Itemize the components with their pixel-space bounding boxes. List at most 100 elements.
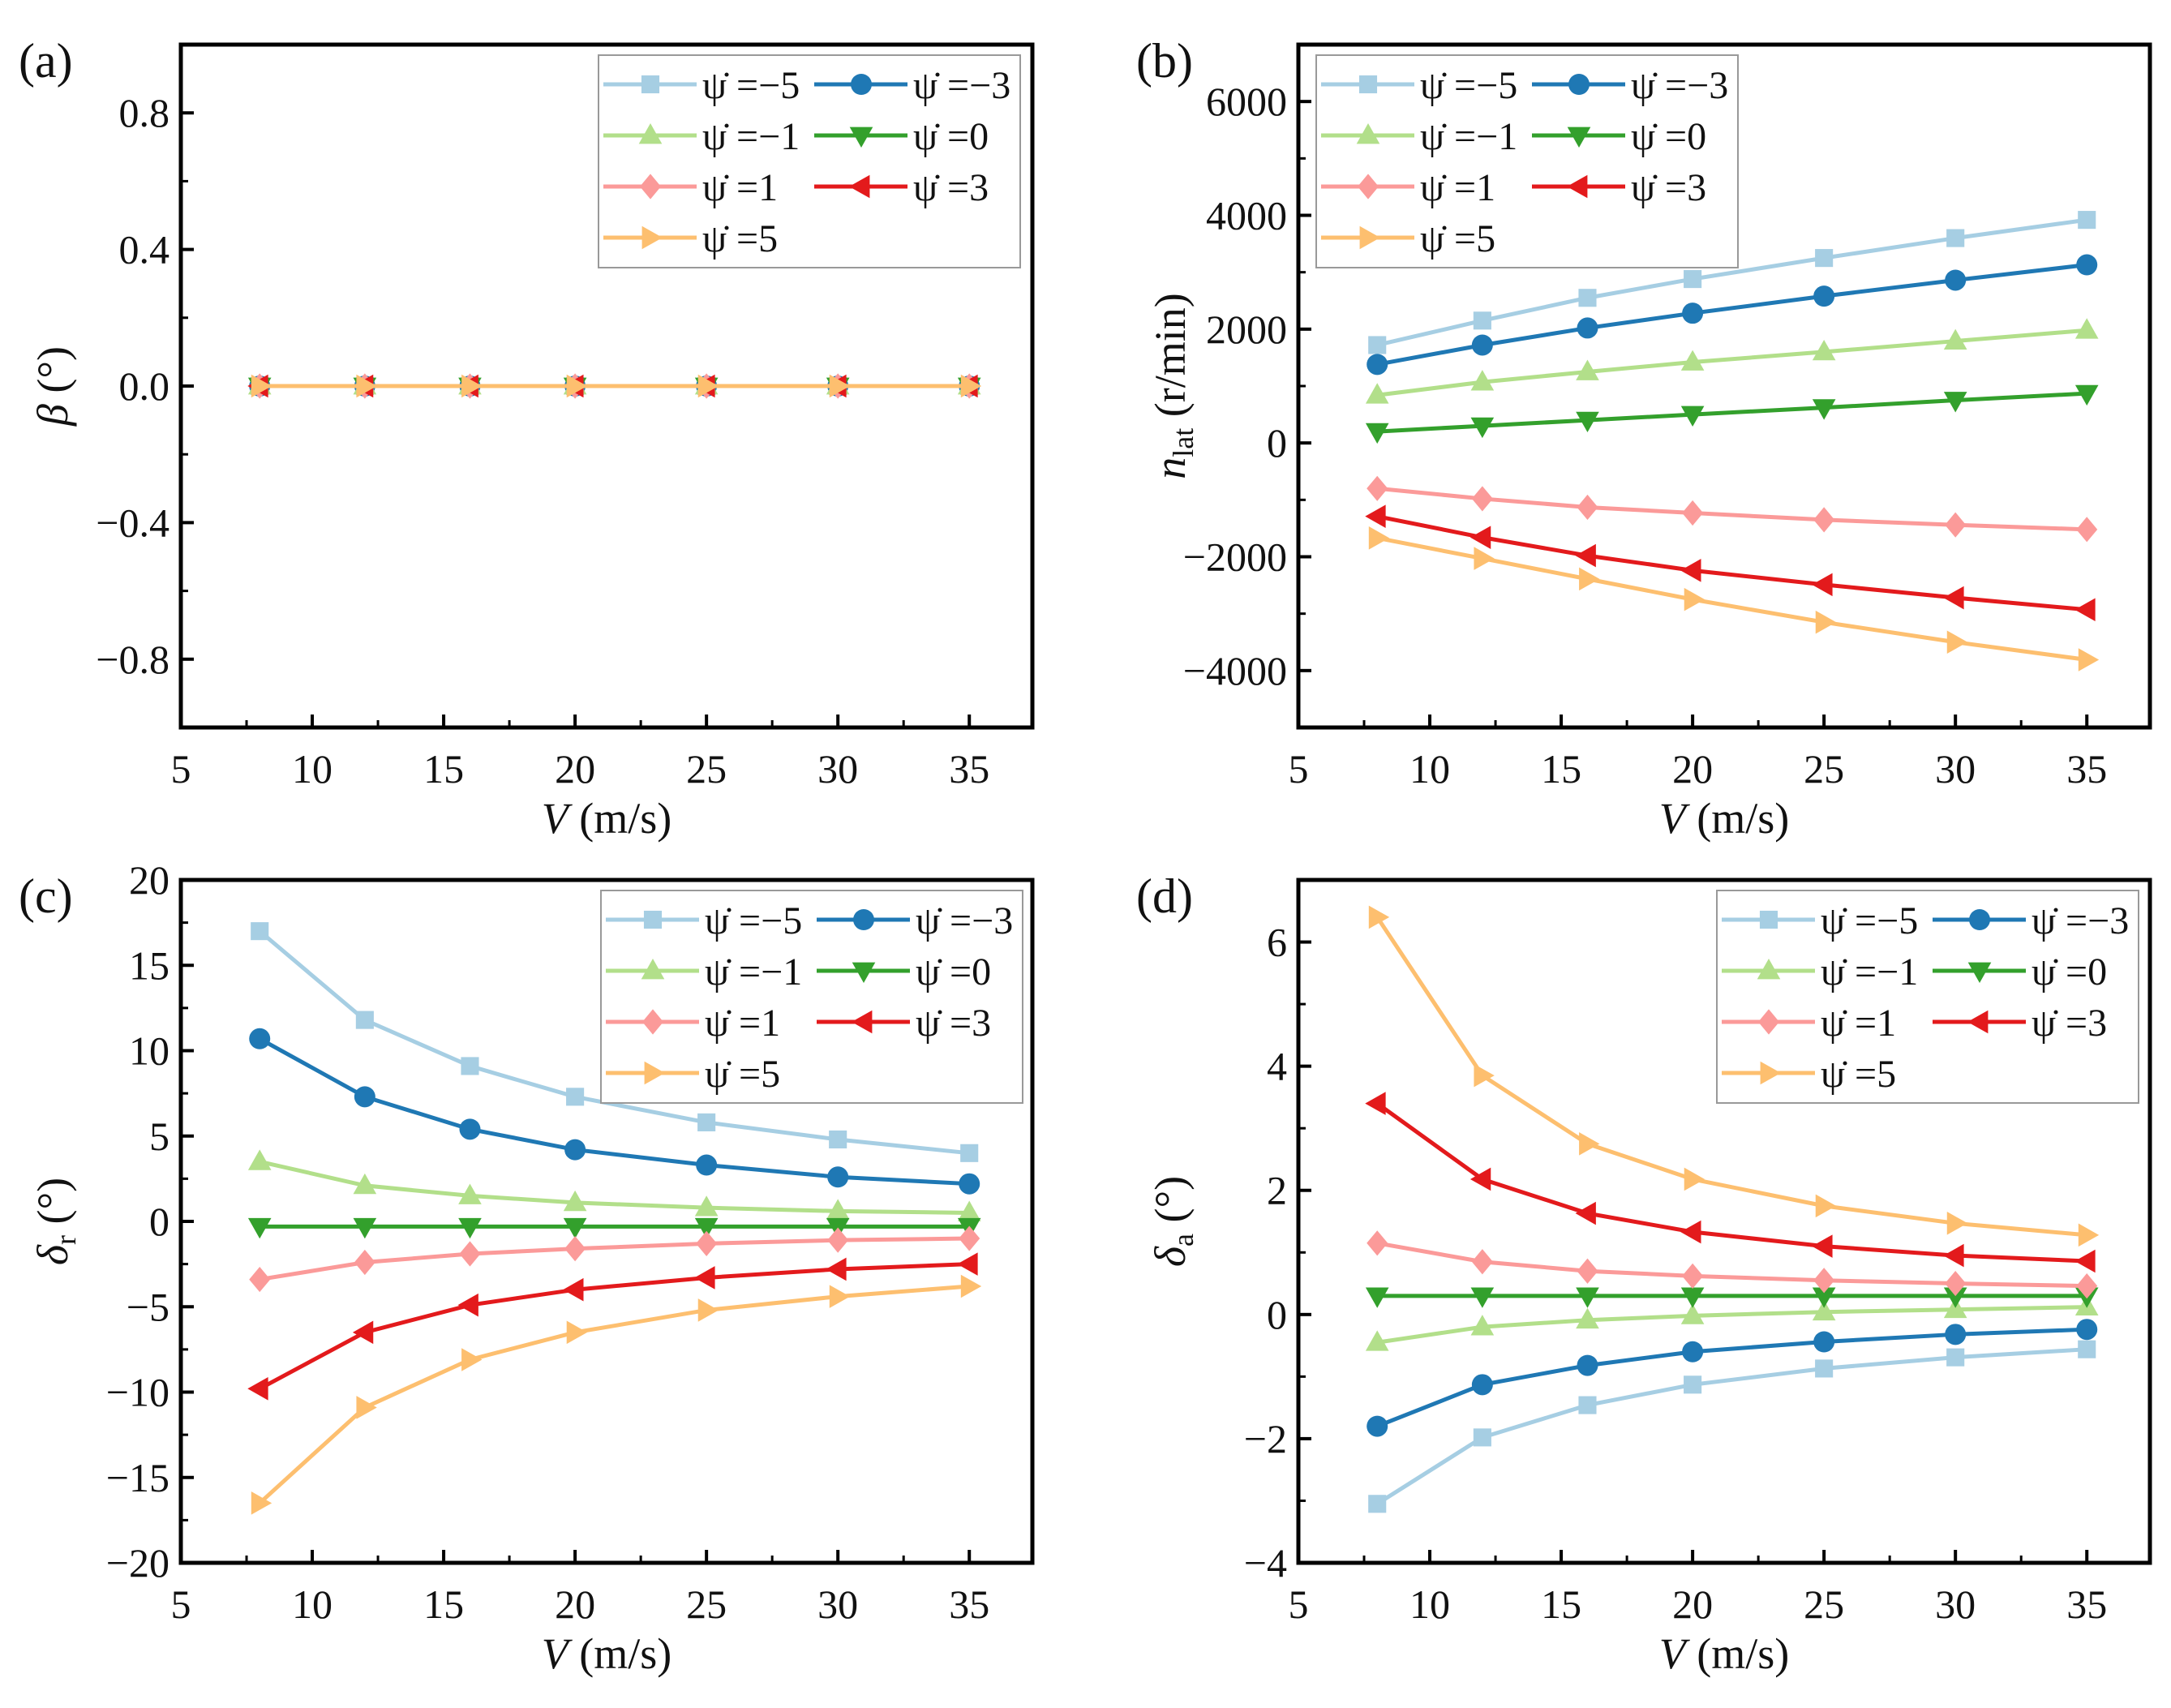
series-4	[1367, 475, 2098, 543]
x-tick-label: 35	[2066, 1581, 2107, 1627]
data-point	[1470, 1167, 1491, 1191]
series-6	[251, 374, 982, 398]
series-6	[1368, 526, 2100, 672]
y-tick-label: 4	[1267, 1044, 1287, 1089]
data-point	[251, 1491, 272, 1515]
legend-marker	[1969, 909, 1990, 930]
legend-marker	[1358, 75, 1378, 94]
legend-label: ψ̇ =5	[705, 1053, 780, 1096]
x-axis-unit: (m/s)	[1686, 794, 1790, 843]
data-point	[2074, 318, 2099, 339]
data-point	[1368, 526, 1390, 550]
x-tick-label: 25	[1804, 746, 1844, 792]
x-tick-label: 20	[1672, 1581, 1713, 1627]
data-point	[1367, 1415, 1388, 1437]
data-point	[563, 1217, 587, 1239]
data-point	[1946, 630, 1968, 654]
y-axis-label: nlat (r/min)	[1146, 293, 1199, 478]
series-6	[1368, 905, 2100, 1247]
data-point	[1680, 559, 1701, 582]
legend-label: ψ̇ =−3	[2032, 899, 2129, 942]
series-1	[1367, 1319, 2098, 1437]
legend-label: ψ̇ =−1	[702, 115, 800, 158]
y-tick-label: −4000	[1183, 648, 1287, 693]
data-point	[2076, 1273, 2098, 1299]
legend-marker	[643, 910, 663, 929]
y-axis-subscript: a	[1167, 1234, 1199, 1247]
y-tick-label: 0	[1267, 420, 1287, 466]
data-point	[247, 1376, 268, 1401]
y-axis-var: n	[1146, 457, 1195, 479]
y-tick-label: 0.8	[119, 90, 170, 135]
data-point	[458, 1183, 482, 1204]
data-point	[1367, 475, 1388, 501]
data-point	[829, 1285, 851, 1308]
data-point	[829, 374, 851, 398]
data-point	[1812, 1299, 1836, 1321]
y-axis-var: δ	[1146, 1246, 1195, 1267]
data-point	[459, 1118, 481, 1140]
data-point	[697, 1113, 716, 1131]
data-point	[564, 1236, 586, 1262]
data-point	[1684, 1375, 1702, 1394]
data-point	[1815, 249, 1834, 268]
x-tick-label: 15	[423, 1581, 464, 1627]
series-0	[1368, 1340, 2096, 1513]
data-point	[563, 1277, 584, 1302]
data-point	[694, 1266, 715, 1290]
y-axis-subscript: r	[49, 1235, 82, 1245]
data-point	[1812, 399, 1836, 420]
y-tick-label: −10	[106, 1370, 169, 1415]
data-point	[356, 374, 377, 398]
y-tick-label: 4000	[1206, 193, 1287, 238]
legend-marker	[1758, 1009, 1779, 1035]
data-point	[694, 1217, 719, 1239]
x-tick-label: 20	[555, 1581, 595, 1627]
data-point	[1471, 1374, 1493, 1396]
data-point	[959, 1173, 980, 1195]
y-axis-label: β (°)	[28, 346, 77, 427]
data-point	[1815, 1359, 1834, 1378]
data-point	[827, 1166, 849, 1188]
legend-marker	[641, 959, 665, 980]
data-point	[1575, 1201, 1596, 1225]
x-tick-label: 10	[292, 746, 333, 792]
data-point	[2078, 648, 2100, 672]
data-point	[957, 1252, 978, 1276]
y-axis-unit: (°)	[28, 346, 77, 404]
y-tick-label: 20	[129, 857, 169, 903]
data-point	[355, 1011, 374, 1029]
data-point	[826, 1257, 847, 1281]
data-point	[459, 1241, 481, 1267]
legend-marker	[644, 1061, 665, 1085]
data-point	[1470, 526, 1491, 549]
x-tick-label: 30	[817, 746, 858, 792]
legend-label: ψ̇ =−3	[1631, 64, 1728, 107]
data-point	[566, 1088, 585, 1106]
x-tick-label: 30	[1935, 1581, 1976, 1627]
legend-label: ψ̇ =5	[1420, 217, 1495, 260]
x-tick-label: 20	[1672, 746, 1713, 792]
data-point	[1368, 336, 1387, 354]
data-point	[1815, 610, 1837, 634]
legend-label: ψ̇ =1	[1821, 1002, 1896, 1045]
data-point	[1812, 1234, 1833, 1258]
legend-label: ψ̇ =0	[2032, 951, 2107, 993]
series-1	[1367, 254, 2098, 376]
data-point	[827, 1227, 849, 1253]
data-point	[1470, 1287, 1495, 1308]
legend: ψ̇ =−5 ψ̇ =−3 ψ̇ =−1 ψ̇ =0 ψ̇ =1 ψ̇ =3 ψ̇ =5	[1716, 890, 2139, 1104]
data-point	[1945, 1324, 1967, 1345]
panel-b: 5 10 15 20 25 30 35 −4000 −2000 0 2000 4000 6000 V (m…	[1136, 34, 2152, 843]
legend-marker	[638, 123, 663, 144]
y-tick-label: 0.0	[119, 363, 170, 409]
data-point	[1576, 1287, 1599, 1308]
data-point	[247, 1217, 272, 1239]
data-point	[458, 1217, 482, 1239]
y-tick-label: −0.4	[96, 500, 169, 545]
series-5	[1365, 1092, 2096, 1273]
x-tick-label: 25	[686, 746, 727, 792]
data-point	[1578, 1396, 1597, 1414]
data-point	[356, 1396, 377, 1419]
